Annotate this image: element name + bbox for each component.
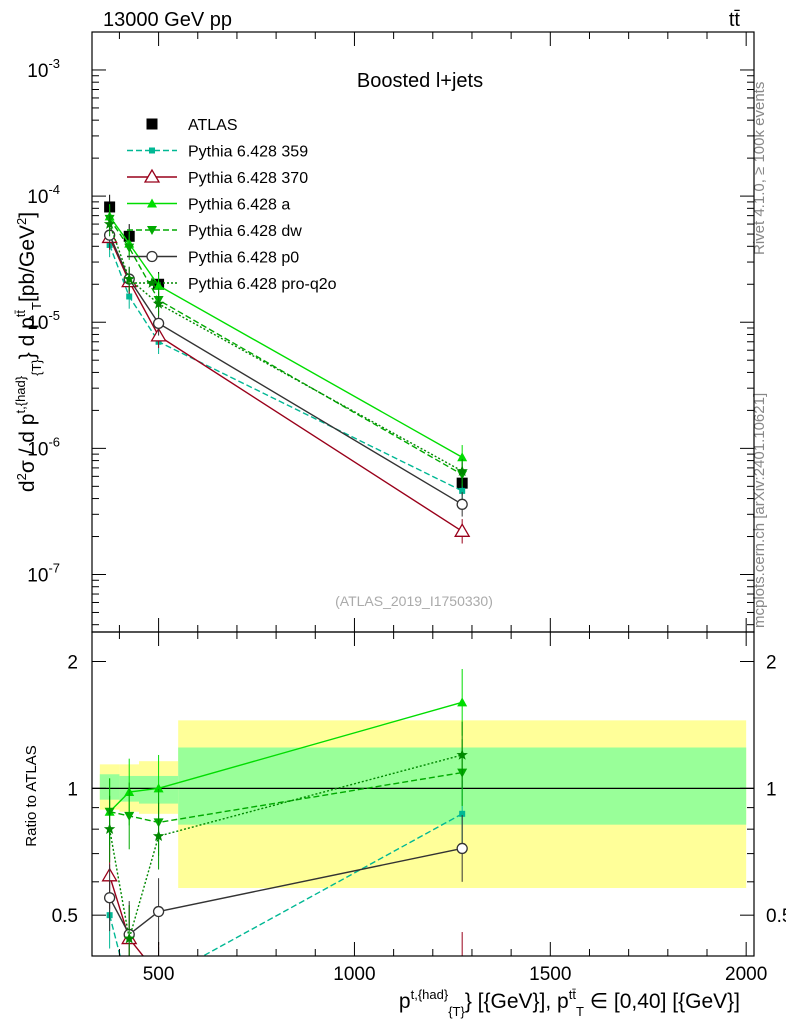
ratio-point-3-3: [457, 697, 468, 707]
legend-label-6: Pythia 6.428 pro-q2o: [188, 276, 337, 293]
legend-label-0: ATLAS: [188, 117, 238, 134]
side-label-bottom: mcplots.cern.ch [arXiv:2401.10621]: [751, 393, 768, 628]
ratio-point-5-0: [103, 892, 116, 904]
series-1: [106, 232, 466, 504]
ratio-point-3-2: [153, 783, 164, 793]
xtick-label-2: 1500: [529, 964, 571, 985]
point-3-2: [153, 280, 164, 290]
ratio-frame: [91, 631, 755, 957]
ratio-point-5-3: [456, 842, 468, 855]
ratio-point-6-0: [103, 823, 116, 834]
main-ytick-label-1: 10-6: [27, 434, 60, 460]
point-6-0: [103, 218, 116, 229]
main-ytick-label-2: 10-5: [27, 308, 60, 334]
ratio-panel: 0.5 0.5 1 1 2 2 500 1000 1500 2000: [52, 631, 786, 994]
chart-title: Boosted l+jets: [357, 70, 483, 92]
ratio-line-3: [109, 701, 463, 813]
series-6: [103, 211, 468, 484]
ratio-point-6-2: [152, 830, 165, 841]
side-label-top: Rivet 4.1.0, ≥ 100k events: [751, 82, 768, 255]
point-2-3: [454, 523, 471, 537]
series-5: [103, 222, 468, 517]
point-1-1: [126, 293, 133, 300]
main-ytick-label-0: 10-7: [27, 560, 60, 586]
x-axis-label: pt,{had}{T}} [{GeV}], ptt̄T ∈ [0,40] [{G…: [399, 987, 740, 1019]
main-ytick-label-3: 10-4: [27, 182, 60, 208]
ratio-point-4-1: [124, 811, 135, 821]
series-2: [101, 225, 471, 544]
ratio-line-4: [109, 771, 463, 824]
point-6-1: [123, 273, 135, 284]
y-axis-label-ratio: Ratio to ATLAS: [23, 745, 40, 846]
legend-marker-5: [146, 250, 158, 263]
point-1-3: [459, 487, 466, 494]
legend-label-1: Pythia 6.428 359: [188, 144, 308, 161]
ratio-point-1-1: [126, 988, 132, 994]
legend-marker-2: [143, 168, 161, 183]
legend: ATLAS Pythia 6.428 359 Pythia 6.428 370 Pyt…: [127, 117, 337, 293]
series-line-6: [108, 223, 463, 472]
series-line-3: [109, 216, 463, 458]
point-6-3: [456, 465, 468, 476]
legend-label-3: Pythia 6.428 a: [188, 197, 290, 214]
series-line-2: [108, 237, 463, 532]
main-ytick-label-4: 10-3: [27, 56, 60, 82]
ratio-point-6-1: [123, 932, 135, 944]
ratio-ytick-label-l-2: 2: [67, 653, 78, 674]
main-panel: 10-7 10-6 10-5 10-4 10-3 Boosted l+jets (ATL…: [27, 31, 755, 633]
legend-label-5: Pythia 6.428 p0: [188, 250, 299, 267]
legend-marker-3: [147, 198, 157, 208]
ratio-ytick-label-l-1: 1: [67, 779, 78, 800]
series-line-1: [108, 244, 463, 492]
legend-marker-1: [149, 147, 155, 154]
point-4-1: [124, 243, 135, 253]
point-5-3: [456, 498, 468, 510]
ratio-series-6: [103, 721, 468, 956]
ratio-point-6-3: [456, 749, 468, 760]
legend-marker-4: [147, 226, 157, 235]
xtick-label-3: 2000: [725, 964, 767, 985]
series-line-4: [109, 218, 463, 476]
legend-label-2: Pythia 6.428 370: [188, 170, 308, 187]
point-5-2: [152, 317, 165, 329]
ratio-point-1-3: [459, 810, 466, 817]
point-3-3: [457, 452, 468, 462]
ratio-point-5-2: [152, 905, 165, 918]
ratio-line-2: [108, 875, 145, 956]
legend-marker-0: [146, 118, 158, 130]
watermark: (ATLAS_2019_I1750330): [335, 593, 493, 609]
y-axis-label-main: d2σ / d pt,{had}{T}} d ptt̄T[pb/GeV2]: [13, 212, 44, 492]
point-6-2: [152, 297, 165, 309]
series-line-5: [108, 234, 463, 505]
header-right: tt̄: [729, 9, 741, 31]
header-left: 13000 GeV pp: [103, 9, 232, 31]
ratio-line-5: [109, 847, 463, 936]
ratio-ytick-label-r-2: 2: [766, 653, 777, 674]
legend-marker-6: [146, 277, 158, 288]
xtick-label-1: 1000: [333, 964, 375, 985]
ratio-line-6: [108, 754, 463, 939]
ratio-ytick-label-l-0: 0.5: [52, 906, 78, 927]
legend-label-4: Pythia 6.428 dw: [188, 223, 302, 240]
ratio-point-2-3: [455, 958, 469, 970]
xtick-label-0: 500: [143, 964, 175, 985]
ratio-ytick-label-r-1: 1: [766, 779, 777, 800]
ratio-ytick-label-r-0: 0.5: [766, 906, 786, 927]
